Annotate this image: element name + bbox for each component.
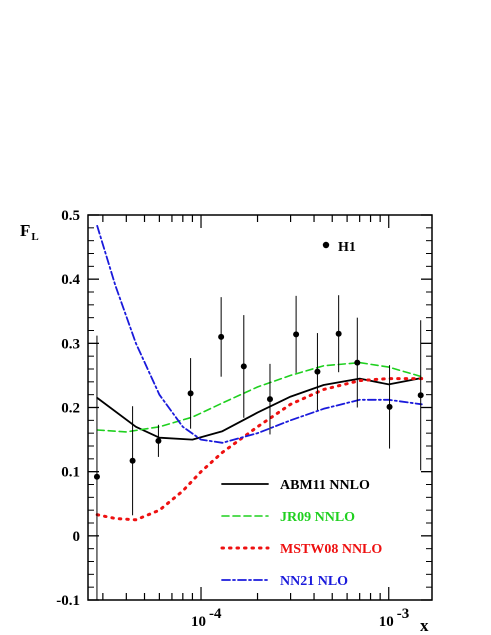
y-tick-label: 0.4: [61, 272, 80, 288]
curve-abm11-nnlo: [96, 377, 423, 441]
legend-label: ABM11 NNLO: [280, 478, 370, 493]
data-point: [293, 331, 300, 338]
x-axis-label: x: [420, 616, 429, 635]
y-tick-label: 0.3: [61, 336, 80, 352]
data-point: [386, 403, 393, 410]
y-tick-label: 0.2: [61, 401, 80, 417]
data-point: [266, 396, 273, 403]
legend-label: NN21 NLO: [280, 574, 348, 589]
x-tick-exponent: -3: [397, 606, 410, 622]
axes: -0.100.10.20.30.40.510 -4 10 -3: [56, 208, 432, 630]
model-curves: [95, 224, 424, 522]
data-point: [335, 330, 342, 337]
data-point: [314, 368, 321, 375]
y-tick-label: -0.1: [56, 593, 80, 609]
legend-label: MSTW08 NNLO: [280, 542, 382, 557]
data-point: [129, 457, 136, 464]
data-point: [155, 437, 162, 444]
x-tick-label: 10: [379, 614, 394, 630]
data-point: [240, 363, 247, 370]
y-tick-label: 0.5: [61, 208, 80, 224]
h1-legend-marker: [322, 241, 330, 249]
h1-legend-label: H1: [338, 240, 356, 255]
y-tick-label: 0.1: [61, 465, 80, 481]
legend: ABM11 NNLO JR09 NNLO MSTW08 NNLO NN21 NLO: [220, 478, 382, 589]
data-point: [218, 333, 225, 340]
curve-jr09-nnlo: [96, 361, 423, 433]
x-tick-label: 10: [191, 614, 206, 630]
y-axis-label: FL: [20, 221, 39, 243]
data-point: [354, 359, 361, 366]
legend-label: JR09 NNLO: [280, 510, 355, 525]
data-point: [93, 473, 100, 480]
curve-mstw08-nnlo: [95, 377, 424, 522]
h1-legend: H1: [322, 240, 356, 255]
y-axis-label-sub: L: [31, 231, 38, 243]
y-tick-label: 0: [73, 529, 81, 545]
data-point: [417, 392, 424, 399]
y-axis-label-main: F: [20, 221, 30, 240]
x-tick-exponent: -4: [209, 606, 222, 622]
data-point: [187, 390, 194, 397]
curve-nn21-nlo: [96, 224, 423, 444]
h1-data-points: [93, 295, 424, 600]
